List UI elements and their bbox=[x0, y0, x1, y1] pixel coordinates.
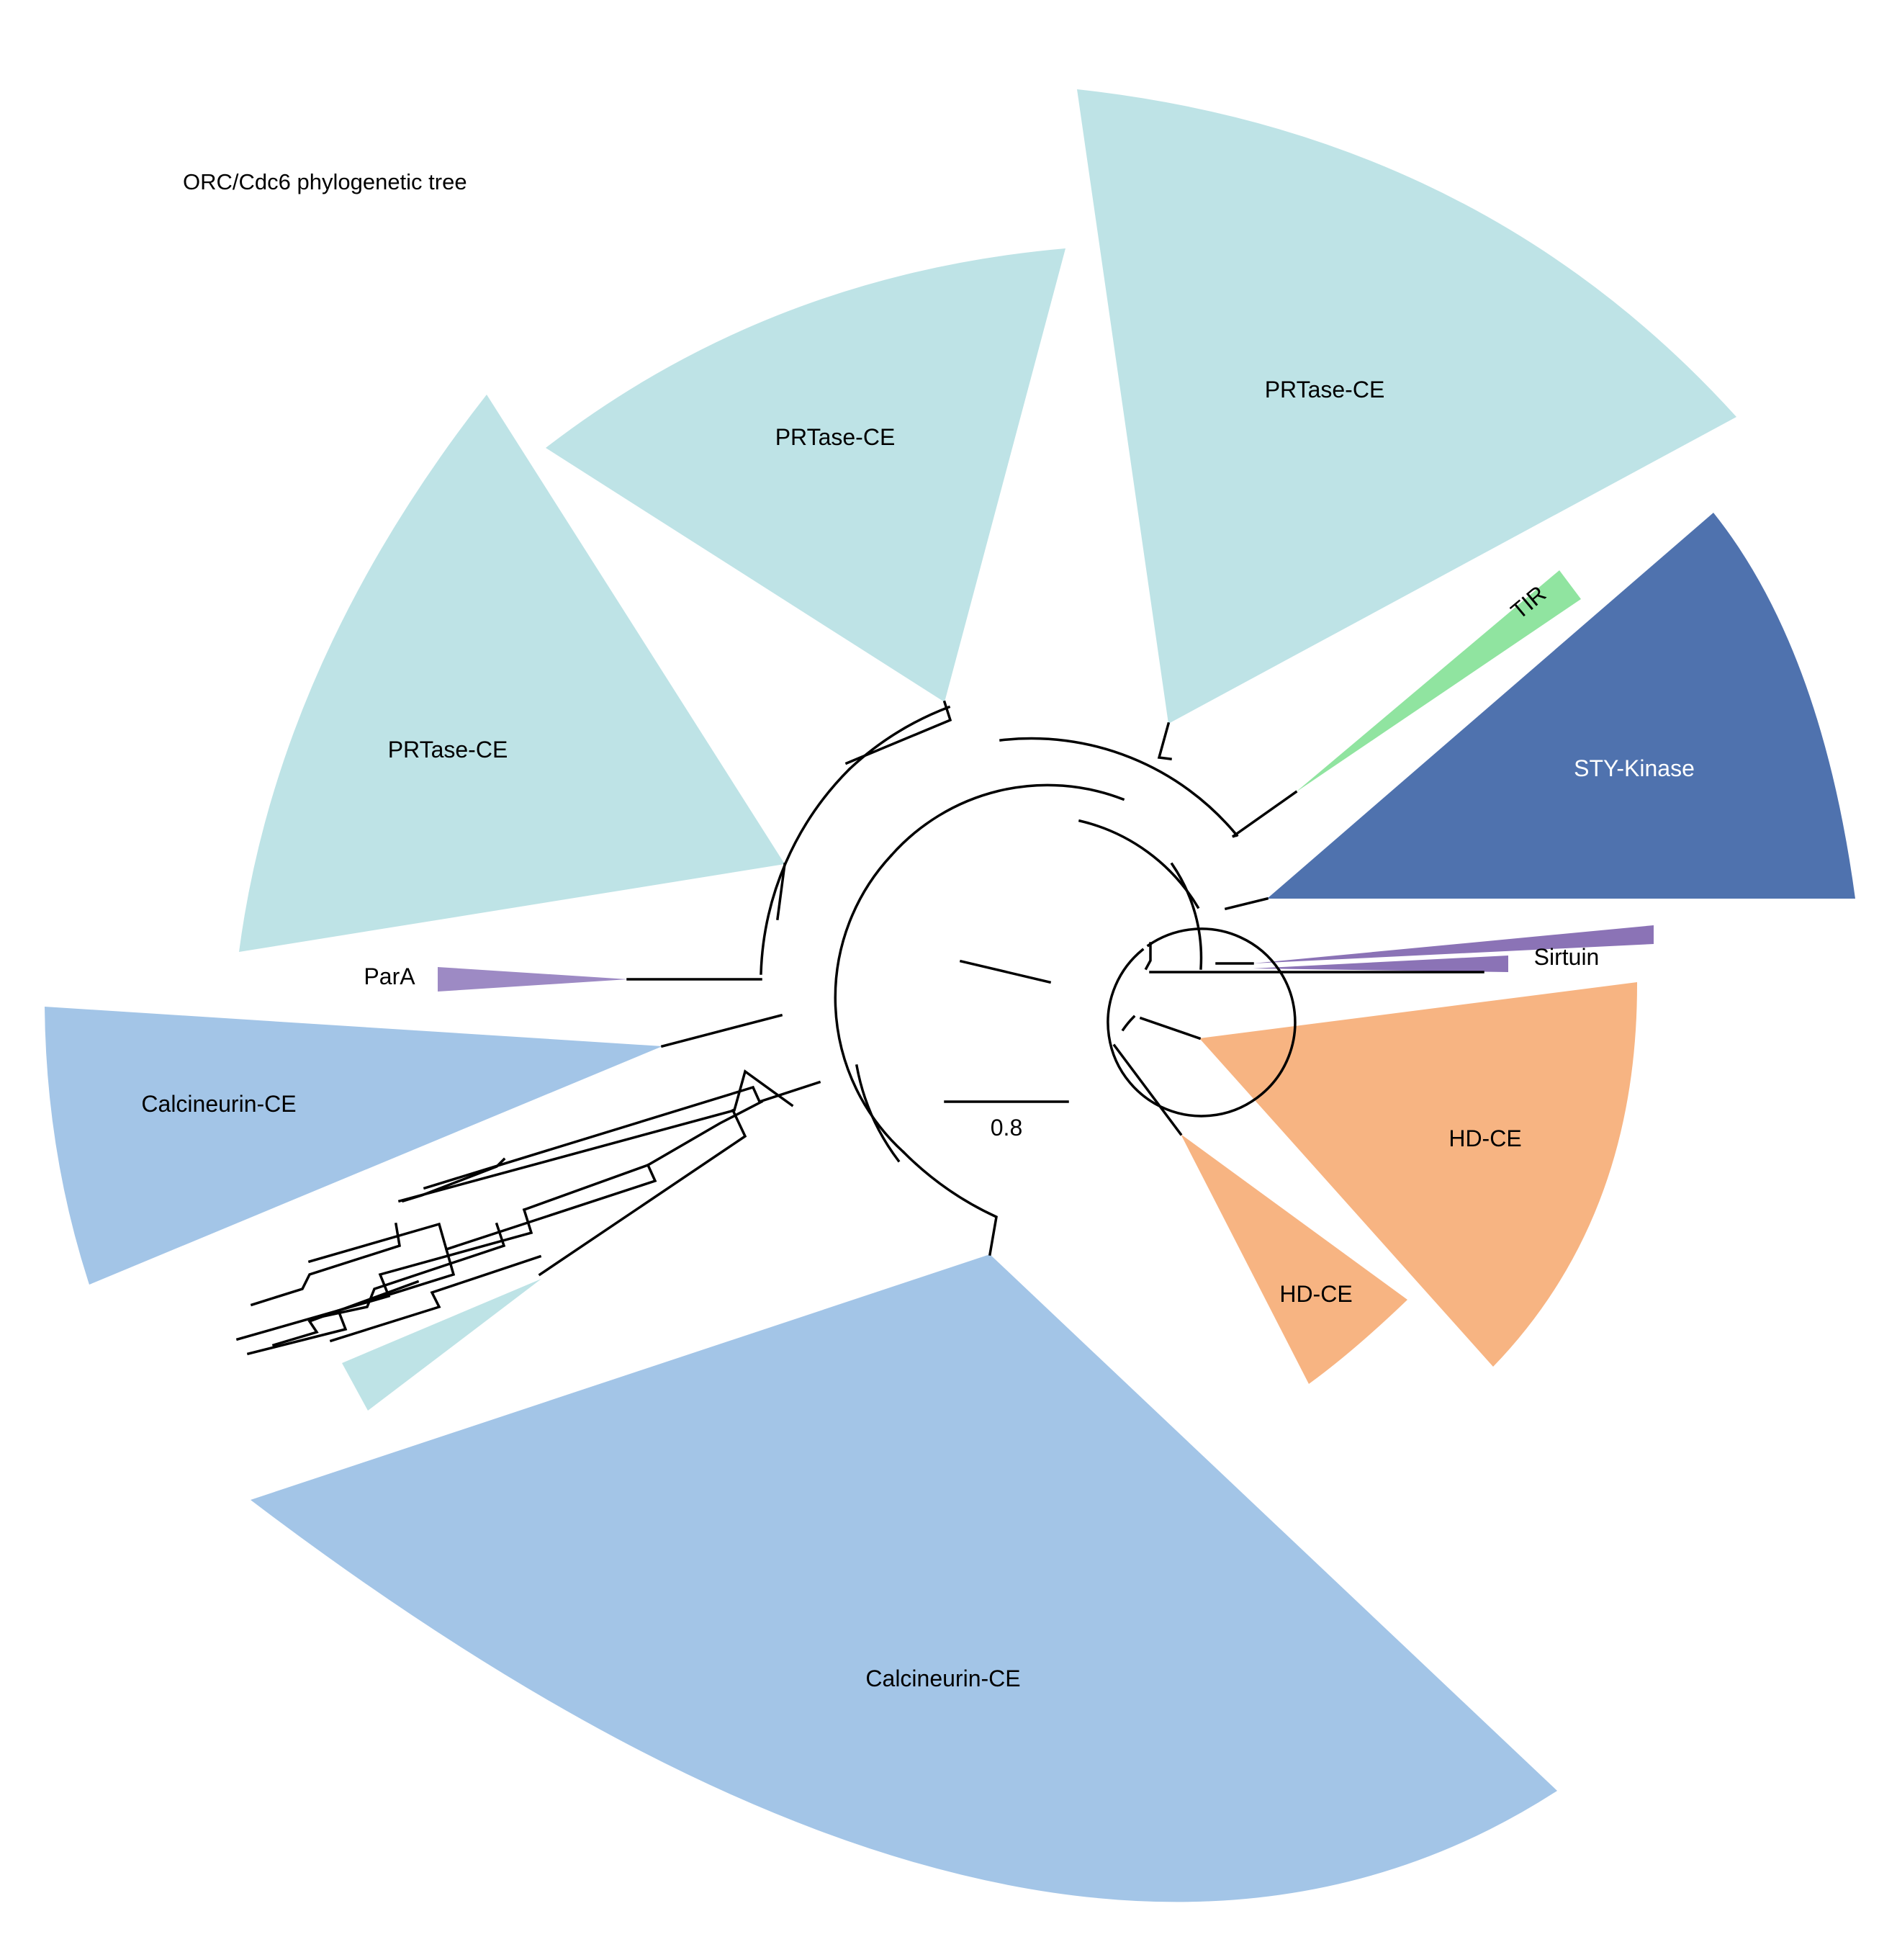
label-sty-kinase: STY-Kinase bbox=[1574, 755, 1695, 781]
branch-left-fan-3 bbox=[522, 1100, 764, 1212]
branch-left-fan-2 bbox=[397, 1069, 794, 1203]
branch-to-prtase-top-middle bbox=[844, 700, 952, 765]
branch-right-arc-b bbox=[1144, 942, 1152, 971]
label-prtase-ce-top-right: PRTase-CE bbox=[1265, 377, 1385, 403]
branch-to-hd-small bbox=[1112, 1043, 1183, 1136]
branch-to-calcineurin-bottom bbox=[901, 1150, 998, 1257]
wedge-prtase-ce-left bbox=[239, 395, 785, 952]
branch-inner-arc bbox=[1107, 927, 1297, 1118]
branch-mid-upper-arc bbox=[889, 783, 1125, 858]
branch-upper-arc-right-2 bbox=[1078, 819, 1200, 909]
branch-to-prtase-left bbox=[776, 863, 786, 920]
branch-left-fan-1 bbox=[423, 1080, 821, 1190]
branch-left-fan-8 bbox=[250, 1222, 401, 1307]
wedge-sty-kinase bbox=[1267, 513, 1855, 899]
wedge-prtase-ce-top-right bbox=[1077, 89, 1736, 724]
wedge-calcineurin-ce-left bbox=[45, 1007, 662, 1285]
branch-upper-arc-right bbox=[999, 737, 1239, 837]
label-calcineurin-ce-left: Calcineurin-CE bbox=[141, 1091, 296, 1117]
branch-left-fan-4 bbox=[538, 1108, 747, 1277]
wedge-prtase-ce-top-middle bbox=[546, 248, 1065, 702]
wedge-prtase-ce-small-left bbox=[342, 1279, 541, 1411]
label-calcineurin-ce-bottom: Calcineurin-CE bbox=[865, 1665, 1020, 1691]
branch-lower-left-arc bbox=[855, 1064, 901, 1163]
scale-bar: 0.8 bbox=[944, 1100, 1069, 1141]
branch-to-calcineurin-left bbox=[660, 1013, 783, 1048]
wedge-tir bbox=[1296, 570, 1581, 792]
wedge-hd-ce-large bbox=[1199, 982, 1638, 1367]
branch-left-fan-10 bbox=[401, 1157, 506, 1203]
diagram-title: ORC/Cdc6 phylogenetic tree bbox=[183, 169, 467, 194]
wedge-sirtuin-inner bbox=[1253, 956, 1508, 972]
branch-upper-arc-outer bbox=[760, 767, 852, 975]
wedge-para bbox=[438, 967, 628, 992]
clade-labels: PRTase-CE PRTase-CE PRTase-CE TIR STY-Ki… bbox=[141, 377, 1694, 1691]
label-hd-ce-large: HD-CE bbox=[1448, 1125, 1521, 1151]
clade-wedges bbox=[45, 89, 1855, 1902]
branch-to-sty bbox=[1224, 896, 1269, 911]
branch-root bbox=[959, 959, 1052, 984]
branch-to-tir bbox=[1231, 790, 1298, 838]
label-prtase-ce-top-middle: PRTase-CE bbox=[775, 424, 896, 450]
branch-right-arc-a bbox=[1170, 862, 1203, 970]
tree-branches bbox=[235, 700, 1484, 1356]
branch-hd-junction bbox=[1121, 1015, 1136, 1032]
wedge-sirtuin-outer bbox=[1253, 925, 1654, 963]
branch-left-fan-11 bbox=[329, 1254, 542, 1343]
branch-to-hd-large bbox=[1139, 1016, 1202, 1040]
scale-bar-label: 0.8 bbox=[991, 1115, 1022, 1141]
branch-upper-arc-top bbox=[847, 705, 951, 771]
label-hd-ce-small: HD-CE bbox=[1279, 1281, 1352, 1307]
label-para: ParA bbox=[364, 963, 415, 989]
wedge-hd-ce-small bbox=[1181, 1134, 1407, 1384]
branch-left-fan-12 bbox=[271, 1280, 420, 1347]
label-sirtuin: Sirtuin bbox=[1534, 944, 1600, 970]
wedge-calcineurin-ce-bottom bbox=[251, 1254, 1557, 1902]
label-prtase-ce-left: PRTase-CE bbox=[388, 737, 508, 763]
branch-left-fan-9 bbox=[315, 1222, 506, 1320]
branch-to-prtase-top-right bbox=[1157, 721, 1172, 760]
